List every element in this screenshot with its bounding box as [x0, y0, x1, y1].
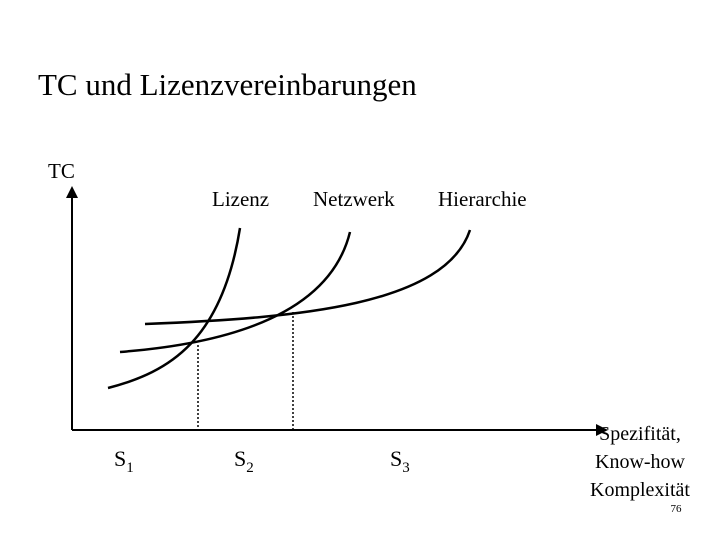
x-point-sub: 2: [246, 460, 254, 476]
title: TC und Lizenzvereinbarungen: [38, 67, 417, 102]
y-axis-label: TC: [48, 159, 75, 183]
x-axis-label: Komplexität: [590, 479, 690, 501]
x-point-label: S3: [390, 446, 410, 476]
x-point-sub: 3: [402, 460, 410, 476]
x-point-label: S2: [234, 446, 254, 476]
x-point-sub: 1: [126, 460, 134, 476]
lizenz-curve: [107, 227, 242, 390]
hierarchie-curve: [144, 229, 472, 326]
x-point-main: S: [390, 446, 402, 471]
curve-label: Hierarchie: [438, 187, 527, 211]
curve-label: Netzwerk: [313, 187, 395, 211]
curve-label: Lizenz: [212, 187, 269, 211]
x-axis-label: Know-how: [595, 451, 686, 473]
x-point-label: S1: [114, 446, 134, 476]
x-point-main: S: [234, 446, 246, 471]
x-point-main: S: [114, 446, 126, 471]
page-number: 76: [671, 503, 683, 515]
x-axis-label: Spezifität,: [599, 423, 681, 445]
